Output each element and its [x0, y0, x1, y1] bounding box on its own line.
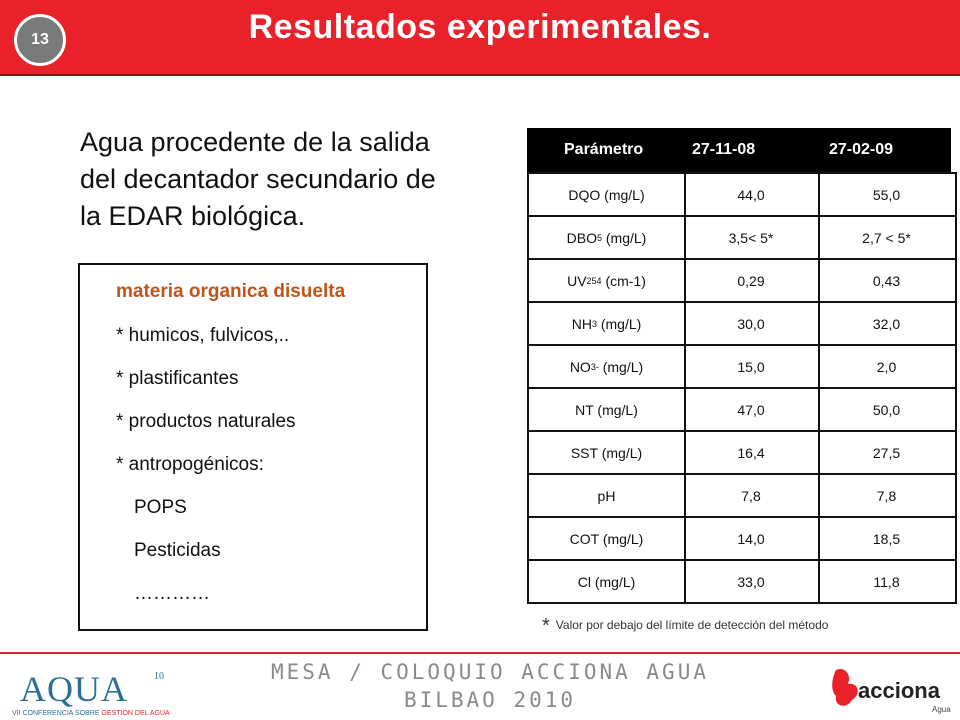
box-heading: materia organica disuelta	[116, 281, 346, 302]
value-cell: 0,43	[872, 272, 901, 289]
slide-title: Resultados experimentales.	[248, 8, 712, 46]
value-cell: 32,0	[872, 315, 901, 332]
header-cell-date-1: 27-11-08	[692, 141, 756, 158]
table-row: UV 254 (cm-1) 0,29 0,43	[529, 258, 955, 301]
footer-line-1: MESA / COLOQUIO ACCIONA AGUA	[270, 660, 709, 684]
value-cell: 16,4	[737, 444, 765, 461]
value-cell: 18,5	[872, 530, 901, 547]
value-cell: 7,8	[876, 487, 897, 504]
param-unit: (cm-1)	[601, 272, 646, 289]
acciona-logo-sub: Agua	[932, 705, 951, 714]
value-cell: 55,0	[872, 186, 901, 203]
value-cell: 33,0	[737, 573, 765, 590]
intro-line: del decantador secundario de	[80, 164, 436, 194]
param-cell: SST (mg/L)	[570, 444, 643, 461]
param-subscript: 254	[586, 275, 602, 286]
value-cell: 7,8	[741, 487, 761, 504]
footer-divider	[0, 652, 960, 654]
param-cell: Cl (mg/L)	[577, 573, 636, 590]
table-row: NT (mg/L) 47,0 50,0	[529, 387, 955, 430]
acciona-logo: acciona Agua	[832, 668, 951, 714]
param-subscript: 3	[591, 318, 597, 329]
table-header: Parámetro 27-11-08 27-02-09	[527, 128, 951, 172]
param-main: NO	[569, 358, 591, 375]
value-cell: 0,29	[737, 272, 765, 289]
param-cell: NH 3 (mg/L)	[529, 303, 684, 344]
param-unit: (mg/L)	[598, 358, 644, 375]
box-item: Pesticidas	[134, 540, 221, 561]
value-cell: 27,5	[872, 444, 901, 461]
intro-line: Agua procedente de la salida	[80, 127, 430, 157]
aqua-conference-logo: AQUA 10 VII CONFERENCIA SOBRE GESTIÓN DE…	[12, 669, 170, 717]
box-item: * antropogénicos:	[116, 454, 264, 475]
table-row: SST (mg/L) 16,4 27,5	[529, 430, 955, 473]
aqua-caption-prefix: VII CONFERENCIA SOBRE	[12, 710, 101, 717]
acciona-logo-text: acciona	[858, 678, 941, 703]
value-cell: 2,7 < 5*	[862, 229, 911, 246]
param-superscript: -	[595, 361, 599, 372]
table-row: DBO 5 (mg/L) 3,5< 5* 2,7 < 5*	[529, 215, 955, 258]
slide-number-badge: 13	[14, 14, 66, 66]
header-cell-parametro: Parámetro	[564, 141, 644, 158]
value-cell: 50,0	[872, 401, 901, 418]
aqua-logo-text: AQUA	[20, 669, 128, 709]
param-subscript: 3	[590, 361, 596, 372]
param-unit: (mg/L)	[602, 229, 647, 246]
param-cell: UV 254 (cm-1)	[529, 260, 684, 301]
aqua-logo-superscript: 10	[154, 671, 164, 682]
value-cell: 14,0	[737, 530, 765, 547]
box-item: * productos naturales	[116, 411, 296, 432]
organic-matter-box: materia organica disuelta * humicos, ful…	[78, 263, 428, 631]
box-item: POPS	[134, 497, 187, 518]
table-footnote: * Valor por debajo del límite de detecció…	[542, 615, 828, 638]
value-cell: 15,0	[737, 358, 765, 375]
value-cell: 11,8	[873, 573, 900, 590]
header-divider	[0, 74, 960, 76]
aqua-logo-caption: VII CONFERENCIA SOBRE GESTIÓN DEL AGUA	[12, 708, 170, 717]
value-cell: 47,0	[737, 401, 765, 418]
table-body: DQO (mg/L) 44,0 55,0 DBO 5 (mg/L) 3,5< 5*…	[527, 172, 957, 604]
param-cell: NT (mg/L)	[575, 401, 638, 418]
param-main: NH	[571, 315, 592, 332]
box-item: * humicos, fulvicos,..	[116, 325, 290, 346]
table-row: DQO (mg/L) 44,0 55,0	[529, 172, 955, 215]
table-row: pH 7,8 7,8	[529, 473, 955, 516]
value-cell: 30,0	[737, 315, 765, 332]
param-main: DBO	[566, 229, 597, 246]
value-cell: 2,0	[876, 358, 897, 375]
param-cell: NO 3- (mg/L)	[529, 346, 684, 387]
param-subscript: 5	[596, 232, 602, 243]
param-cell: DBO 5 (mg/L)	[529, 217, 684, 258]
table-row: NH 3 (mg/L) 30,0 32,0	[529, 301, 955, 344]
param-cell: pH	[597, 487, 616, 504]
box-item: * plastificantes	[116, 368, 239, 389]
param-cell: COT (mg/L)	[569, 530, 644, 547]
value-cell: 3,5< 5*	[728, 229, 774, 246]
footer-line-2: BILBAO 2010	[403, 688, 577, 712]
box-item: …………	[134, 583, 210, 604]
value-cell: 44,0	[737, 186, 765, 203]
param-main: UV	[567, 272, 587, 289]
acciona-leaf-icon	[832, 668, 858, 706]
footnote-star: *	[542, 615, 550, 637]
footnote-text: Valor por debajo del límite de detección…	[555, 618, 829, 632]
param-unit: (mg/L)	[596, 315, 642, 332]
header-cell-date-2: 27-02-09	[829, 141, 894, 158]
table-row: COT (mg/L) 14,0 18,5	[529, 516, 955, 559]
header-band	[0, 0, 960, 74]
intro-line: la EDAR biológica.	[80, 201, 306, 231]
table-row: NO 3- (mg/L) 15,0 2,0	[529, 344, 955, 387]
aqua-caption-highlight: GESTIÓN DEL AGUA	[101, 708, 170, 717]
param-cell: DQO (mg/L)	[568, 186, 645, 203]
table-row: Cl (mg/L) 33,0 11,8	[529, 559, 955, 602]
intro-text: Agua procedente de la salida del decanta…	[80, 124, 510, 235]
